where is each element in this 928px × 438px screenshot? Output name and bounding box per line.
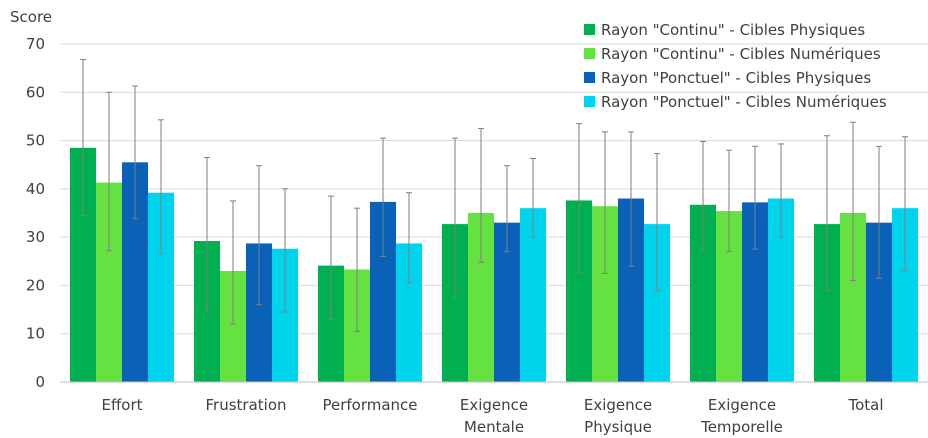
x-tick-label: Frustration (206, 396, 287, 414)
legend-label: Rayon "Continu" - Cibles Physiques (601, 21, 865, 39)
legend-label: Rayon "Ponctuel" - Cibles Physiques (601, 69, 871, 87)
bars (70, 147, 918, 382)
x-tick-label: Exigence Mentale (460, 396, 528, 436)
x-tick-label: Total (847, 396, 883, 414)
y-tick-label: 0 (35, 373, 45, 391)
y-tick-label: 10 (26, 325, 45, 343)
x-tick-label-line: Frustration (206, 396, 287, 414)
legend: Rayon "Continu" - Cibles Physiques Rayon … (584, 21, 887, 111)
y-tick-label: 40 (26, 180, 45, 198)
y-tick-label: 50 (26, 132, 45, 150)
legend-swatch (584, 48, 595, 59)
x-tick-label-line: Mentale (464, 418, 524, 436)
y-tick-label: 20 (26, 276, 45, 294)
error-bars (80, 58, 908, 332)
legend-label: Rayon "Continu" - Cibles Numériques (601, 45, 881, 63)
x-tick-label-line: Exigence (584, 396, 652, 414)
x-tick-label: Effort (101, 396, 142, 414)
legend-label: Rayon "Ponctuel" - Cibles Numériques (601, 93, 887, 111)
y-tick-label: 30 (26, 228, 45, 246)
x-tick-label: Exigence Physique (584, 396, 652, 436)
x-tick-label: Performance (322, 396, 417, 414)
y-tick-label: 60 (26, 83, 45, 101)
x-tick-label-line: Total (847, 396, 883, 414)
x-tick-label-line: Temporelle (700, 418, 783, 436)
x-tick-label-line: Exigence (708, 396, 776, 414)
y-axis-label: Score (10, 8, 52, 26)
legend-swatch (584, 96, 595, 107)
y-axis: 0 10 20 30 40 50 60 70 (26, 35, 45, 391)
x-axis: Effort Frustration Performance Exigence Ment… (60, 381, 928, 436)
legend-swatch (584, 24, 595, 35)
legend-swatch (584, 72, 595, 83)
x-tick-label-line: Effort (101, 396, 142, 414)
x-tick-label-line: Physique (584, 418, 652, 436)
x-tick-label-line: Performance (322, 396, 417, 414)
x-tick-label-line: Exigence (460, 396, 528, 414)
y-tick-label: 70 (26, 35, 45, 53)
x-tick-label: Exigence Temporelle (700, 396, 783, 436)
